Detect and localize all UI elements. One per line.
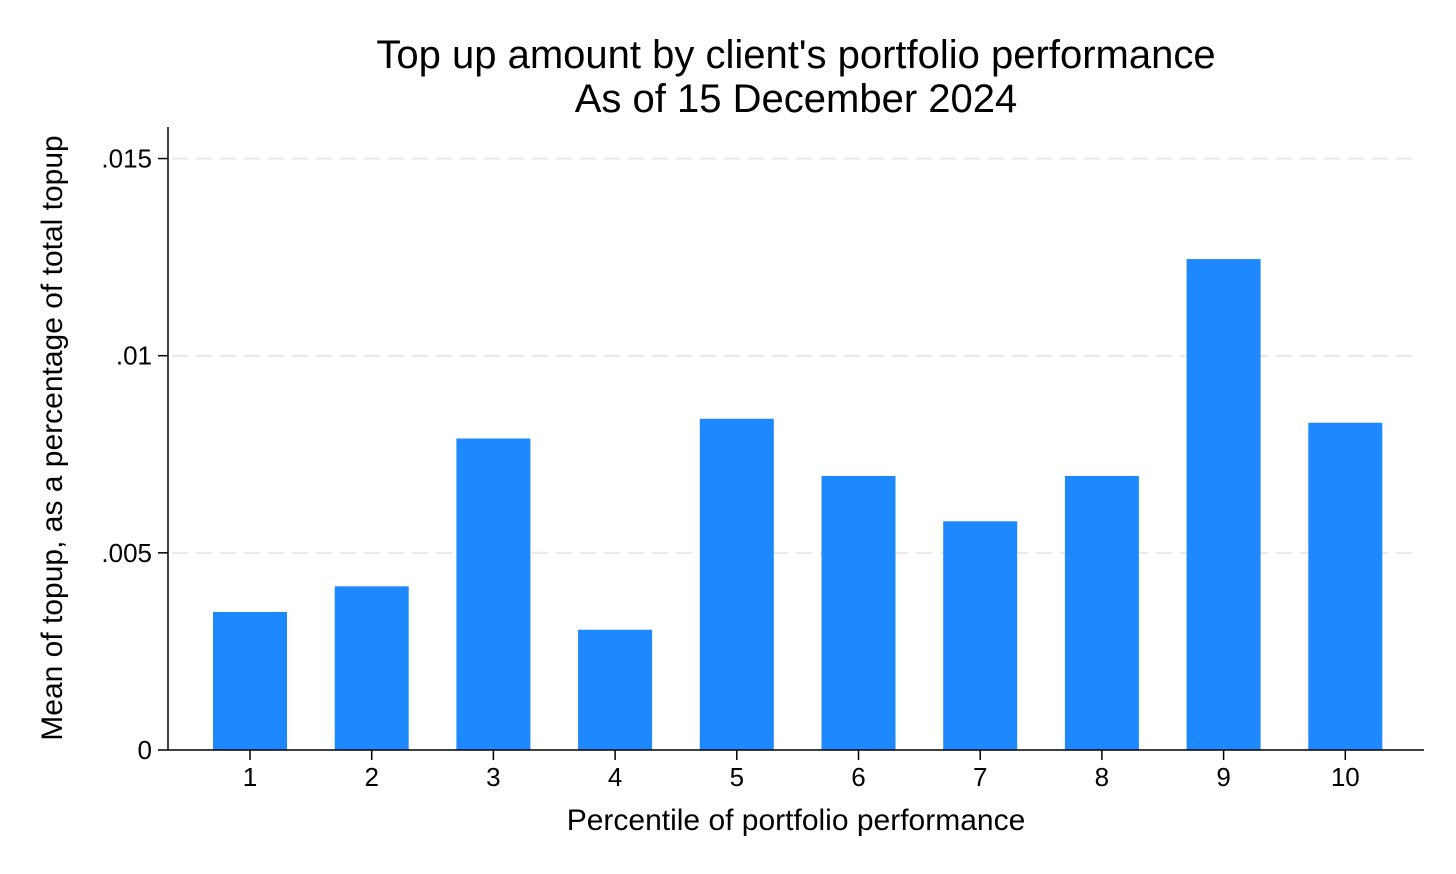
x-tick-label: 10 xyxy=(1331,762,1360,792)
x-tick-label: 7 xyxy=(973,762,987,792)
x-tick-label: 9 xyxy=(1216,762,1230,792)
x-tick-label: 3 xyxy=(486,762,500,792)
x-axis-label: Percentile of portfolio performance xyxy=(567,804,1026,837)
y-tick-label: .01 xyxy=(116,341,152,371)
chart-subtitle: As of 15 December 2024 xyxy=(575,77,1017,121)
bar-percentile-9 xyxy=(1186,259,1261,750)
bar-percentile-6 xyxy=(821,475,896,750)
y-tick-label: .005 xyxy=(101,538,152,568)
x-tick-label: 6 xyxy=(851,762,865,792)
bar-percentile-10 xyxy=(1308,422,1383,750)
x-axis-ticks: 1 2 3 4 5 6 7 8 9 10 xyxy=(243,750,1360,792)
bar-percentile-5 xyxy=(699,418,774,750)
x-tick-label: 2 xyxy=(364,762,378,792)
bar-percentile-4 xyxy=(578,629,653,750)
bar-percentile-3 xyxy=(456,438,531,750)
y-axis-ticks: 0 .005 .01 .015 xyxy=(101,144,168,765)
bar-percentile-1 xyxy=(213,611,287,750)
bar-percentile-8 xyxy=(1064,475,1139,750)
bar-percentile-7 xyxy=(943,521,1018,750)
chart-title: Top up amount by client's portfolio perf… xyxy=(376,33,1215,77)
bar-percentile-2 xyxy=(334,586,409,750)
x-tick-label: 4 xyxy=(608,762,622,792)
bars xyxy=(213,259,1383,750)
y-tick-label: .015 xyxy=(101,144,152,174)
x-tick-label: 1 xyxy=(243,762,257,792)
x-tick-label: 5 xyxy=(730,762,744,792)
y-axis-label: Mean of topup, as a percentage of total … xyxy=(36,135,69,740)
y-tick-label: 0 xyxy=(138,735,152,765)
x-tick-label: 8 xyxy=(1095,762,1109,792)
